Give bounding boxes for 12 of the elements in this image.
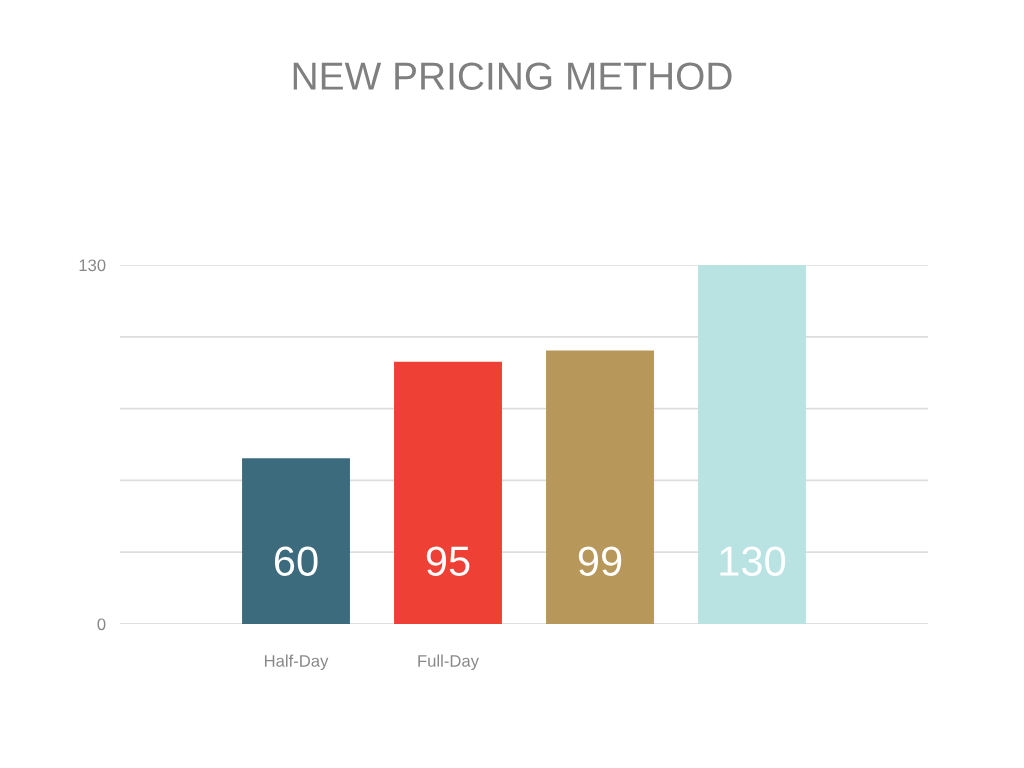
data-label: 99 <box>578 546 622 576</box>
chart-title: NEW PRICING METHOD <box>293 62 732 91</box>
data-label: 95 <box>426 546 470 576</box>
data-label: 130 <box>720 546 786 576</box>
bar <box>242 458 350 624</box>
data-label: 60 <box>274 546 318 576</box>
bar <box>698 265 806 624</box>
x-tick-label: Full-Day <box>418 654 479 671</box>
y-tick-label: 0 <box>97 618 106 631</box>
x-tick-label: Half-Day <box>264 654 329 671</box>
bar <box>546 350 654 624</box>
bar <box>394 361 502 624</box>
